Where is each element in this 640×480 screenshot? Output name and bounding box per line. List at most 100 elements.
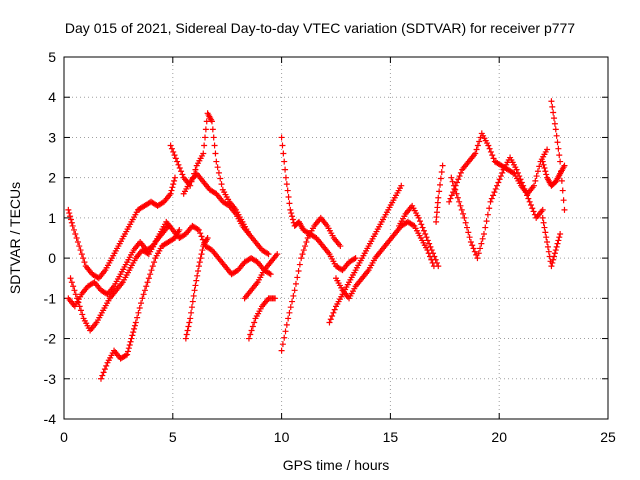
data-point — [90, 280, 97, 287]
data-point — [449, 178, 456, 185]
data-point — [66, 210, 73, 217]
data-point — [282, 174, 289, 181]
y-tick-label: 3 — [48, 129, 56, 145]
data-point — [130, 329, 137, 336]
data-point — [460, 210, 467, 217]
data-point — [283, 181, 290, 188]
data-point — [283, 321, 290, 328]
data-point — [329, 313, 336, 320]
data-point — [525, 195, 532, 202]
y-tick-label: 1 — [48, 210, 56, 226]
data-point — [557, 230, 564, 237]
data-point — [352, 255, 359, 262]
series-sat-f — [180, 170, 252, 237]
data-point — [454, 194, 461, 201]
data-point — [143, 283, 150, 290]
data-point — [126, 341, 133, 348]
data-point — [351, 255, 358, 262]
data-point — [478, 240, 485, 247]
y-tick-label: 0 — [48, 250, 56, 266]
data-point — [302, 243, 309, 250]
data-point — [551, 120, 558, 127]
data-point — [483, 218, 490, 225]
data-point — [295, 267, 302, 274]
data-point — [476, 138, 483, 145]
data-point — [131, 322, 138, 329]
data-point — [278, 347, 285, 354]
data-point — [542, 168, 549, 175]
data-point — [140, 291, 147, 298]
data-point — [138, 300, 145, 307]
data-point — [168, 145, 175, 152]
data-point — [534, 168, 541, 175]
data-point — [171, 174, 178, 181]
data-point — [530, 208, 537, 215]
data-point — [552, 126, 559, 133]
data-point — [74, 239, 81, 246]
data-point — [327, 316, 334, 323]
data-point — [199, 247, 206, 254]
data-point — [81, 259, 88, 266]
data-point — [514, 169, 521, 176]
data-point — [337, 243, 344, 250]
data-point — [194, 226, 201, 233]
data-point — [473, 146, 480, 153]
data-point — [542, 229, 549, 236]
data-point — [458, 206, 465, 213]
data-point — [288, 210, 295, 217]
data-point — [175, 161, 182, 168]
x-axis-label: GPS time / hours — [283, 457, 390, 473]
data-point — [213, 158, 220, 165]
data-points — [65, 98, 568, 382]
data-point — [488, 195, 495, 202]
data-point — [281, 158, 288, 165]
data-point — [135, 309, 142, 316]
data-point — [267, 271, 274, 278]
data-point — [338, 266, 345, 273]
data-point — [539, 158, 546, 165]
data-point — [438, 169, 445, 176]
data-point — [490, 155, 497, 162]
data-point — [463, 224, 470, 231]
data-point — [197, 255, 204, 262]
data-point — [526, 198, 533, 205]
data-point — [278, 134, 285, 141]
data-point — [457, 169, 464, 176]
data-point — [279, 142, 286, 149]
data-point — [527, 202, 534, 209]
data-point — [551, 115, 558, 122]
data-point — [171, 177, 178, 184]
data-point — [539, 206, 546, 213]
data-point — [475, 250, 482, 257]
data-point — [453, 179, 460, 186]
data-point — [201, 142, 208, 149]
chart-title: Day 015 of 2021, Sidereal Day-to-day VTE… — [65, 20, 575, 36]
data-point — [543, 234, 550, 241]
x-tick-label: 0 — [60, 429, 68, 445]
data-point — [436, 188, 443, 195]
data-point — [80, 255, 87, 262]
data-point — [549, 103, 556, 110]
data-point — [290, 292, 297, 299]
data-point — [97, 375, 104, 382]
y-tick-label: 4 — [48, 89, 56, 105]
data-point — [125, 345, 132, 352]
data-point — [247, 331, 254, 338]
data-point — [76, 303, 83, 310]
y-tick-label: -4 — [44, 411, 57, 427]
data-point — [285, 315, 292, 322]
data-point — [266, 270, 273, 277]
data-point — [65, 206, 72, 213]
data-point — [561, 206, 568, 213]
data-point — [432, 256, 439, 263]
data-point — [486, 205, 493, 212]
data-point — [210, 134, 217, 141]
data-point — [556, 234, 563, 241]
data-point — [189, 298, 196, 305]
data-point — [144, 279, 151, 286]
series-sat-p — [446, 130, 551, 205]
data-point — [492, 185, 499, 192]
data-point — [191, 287, 198, 294]
data-point — [172, 155, 179, 162]
data-point — [430, 250, 437, 257]
